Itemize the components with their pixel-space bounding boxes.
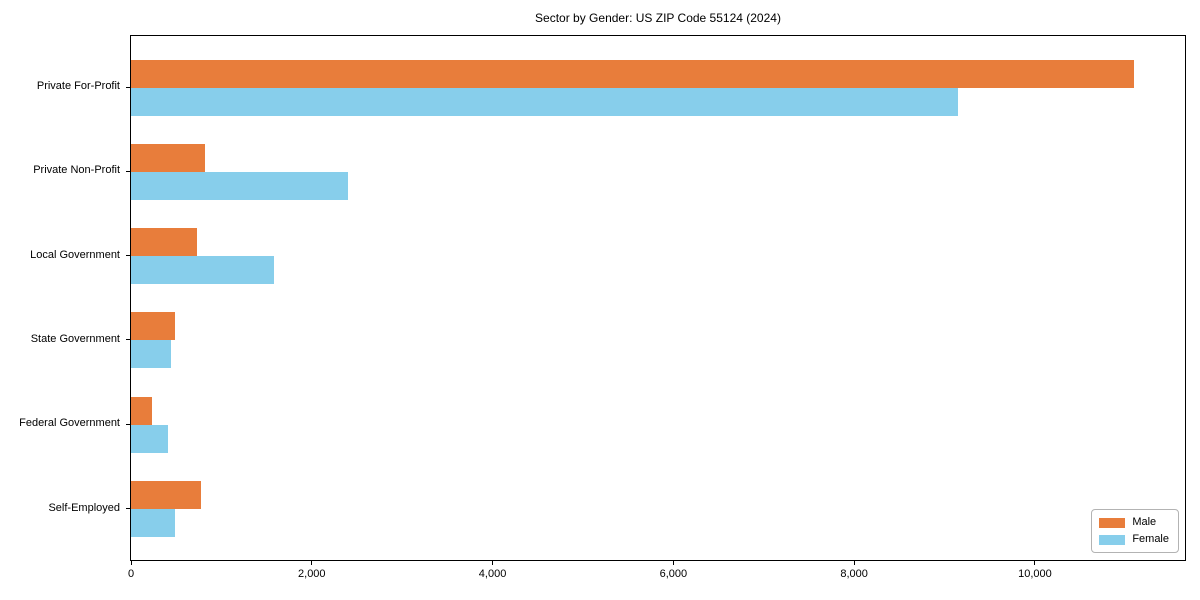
- x-tick-label-10-000: 10,000: [1018, 568, 1052, 580]
- bar-female-local-government: [131, 256, 274, 285]
- bar-male-state-government: [131, 312, 175, 341]
- y-tick-mark: [126, 170, 130, 172]
- x-tick-label-0: 0: [127, 568, 135, 580]
- x-tick-mark: [853, 561, 855, 565]
- x-tick-label-8-000: 8,000: [840, 568, 868, 580]
- legend-label-male: Male: [1132, 516, 1157, 528]
- y-tick-label-self-employed: Self-Employed: [48, 501, 120, 514]
- x-tick-mark: [311, 561, 313, 565]
- x-tick-label-6-000: 6,000: [659, 568, 688, 580]
- bar-male-private-for-profit: [131, 59, 1134, 88]
- x-tick-label-4-000: 4,000: [478, 568, 507, 580]
- y-tick-label-local-government: Local Government: [30, 248, 120, 261]
- bar-female-private-for-profit: [131, 87, 958, 116]
- y-tick-label-state-government: State Government: [30, 332, 120, 345]
- x-tick-mark: [492, 561, 494, 565]
- x-tick-mark: [672, 561, 674, 565]
- legend-item-female: Female: [1099, 533, 1169, 546]
- bar-female-federal-government: [131, 424, 168, 453]
- x-tick-mark: [130, 561, 132, 565]
- bar-male-federal-government: [131, 396, 152, 425]
- y-axis-labels: Private For-Profit Private Non-Profit Loca…: [0, 35, 130, 561]
- legend-label-female: Female: [1132, 533, 1169, 545]
- plot-area: Male Female: [130, 35, 1186, 561]
- bar-male-private-non-profit: [131, 143, 205, 172]
- bar-male-local-government: [131, 228, 197, 257]
- y-tick-label-private-for-profit: Private For-Profit: [36, 80, 120, 92]
- bar-female-private-non-profit: [131, 171, 348, 200]
- chart-title: Sector by Gender: US ZIP Code 55124 (202…: [535, 11, 781, 25]
- y-tick-mark: [126, 339, 130, 341]
- y-tick-label-private-non-profit: Private Non-Profit: [33, 164, 120, 177]
- y-tick-mark: [126, 423, 130, 425]
- x-tick-label-2-000: 2,000: [298, 568, 326, 580]
- y-tick-label-federal-government: Federal Government: [19, 417, 120, 430]
- y-tick-mark: [126, 255, 130, 257]
- y-tick-mark: [126, 86, 130, 88]
- bar-male-self-employed: [131, 481, 201, 509]
- x-tick-mark: [1034, 561, 1036, 565]
- legend-swatch-male: [1099, 517, 1126, 528]
- legend: Male Female: [1091, 509, 1179, 553]
- bar-female-state-government: [131, 340, 171, 369]
- legend-swatch-female: [1099, 534, 1126, 545]
- y-tick-mark: [126, 508, 130, 509]
- x-axis: 0 2,000 4,000 6,000 8,000 10,000: [127, 561, 1186, 591]
- bar-female-self-employed: [131, 509, 175, 537]
- legend-item-male: Male: [1099, 516, 1169, 529]
